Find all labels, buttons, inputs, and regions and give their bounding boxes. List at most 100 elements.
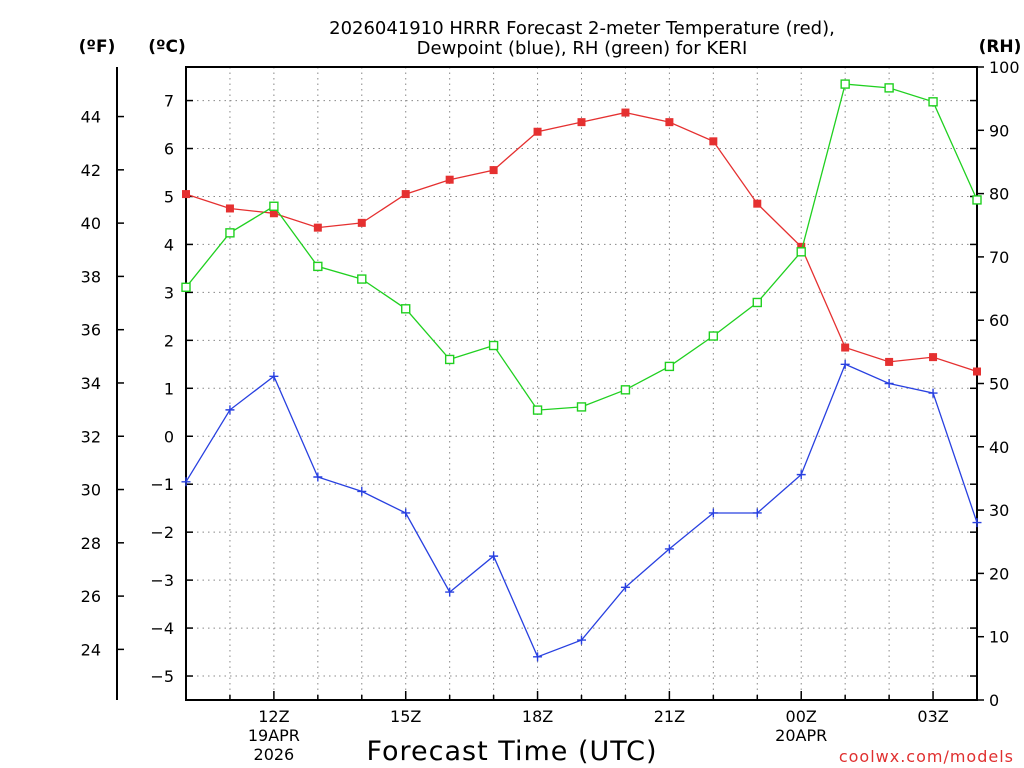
celsius-tick-label: −3 xyxy=(150,571,174,590)
celsius-tick-label: −4 xyxy=(150,619,174,638)
rh-point xyxy=(401,304,411,314)
rh-tick-label: 20 xyxy=(989,564,1009,583)
fahrenheit-tick-label: 28 xyxy=(81,534,101,553)
x-tick-label: 18Z xyxy=(522,707,553,726)
dewpoint-point xyxy=(840,359,850,369)
dewpoint-point xyxy=(357,486,367,496)
dewpoint-point xyxy=(884,379,894,388)
grid-layer xyxy=(186,67,977,700)
dewpoint-point xyxy=(445,587,455,597)
axis-layer: −5−4−3−2−1012345672426283032343638404244… xyxy=(81,58,1020,764)
chart-title-line2: Dewpoint (blue), RH (green) for KERI xyxy=(417,38,748,59)
dewpoint-point xyxy=(664,544,674,554)
temperature-point xyxy=(225,204,234,213)
rh-point xyxy=(664,361,675,372)
celsius-tick-label: 3 xyxy=(164,283,174,302)
temperature-point xyxy=(269,209,278,218)
temperature-point xyxy=(929,353,938,362)
rh-tick-label: 0 xyxy=(989,691,999,710)
x-tick-year: 2026 xyxy=(254,745,295,764)
temperature-point xyxy=(621,108,630,117)
rh-tick-label: 80 xyxy=(989,185,1009,204)
fahrenheit-tick-label: 32 xyxy=(81,427,101,446)
dewpoint-point xyxy=(225,405,235,415)
celsius-tick-label: 4 xyxy=(164,235,174,254)
x-tick-label: 00Z xyxy=(786,707,817,726)
x-tick-label: 12Z xyxy=(258,707,289,726)
temperature-point xyxy=(753,199,762,208)
fahrenheit-tick-label: 34 xyxy=(81,374,101,393)
rh-unit-label: (RH) xyxy=(979,37,1022,57)
dewpoint-point xyxy=(708,508,718,518)
fahrenheit-tick-label: 30 xyxy=(81,481,101,500)
celsius-tick-label: −2 xyxy=(150,523,174,542)
rh-tick-label: 50 xyxy=(989,375,1009,394)
celsius-tick-label: 2 xyxy=(164,331,174,350)
rh-point xyxy=(884,83,894,93)
dewpoint-point xyxy=(489,551,499,561)
dewpoint-point xyxy=(181,477,191,487)
chart-title-line1: 2026041910 HRRR Forecast 2-meter Tempera… xyxy=(329,18,835,39)
rh-tick-label: 30 xyxy=(989,501,1009,520)
x-tick-label: 15Z xyxy=(390,707,421,726)
rh-point xyxy=(269,201,279,211)
celsius-tick-label: 5 xyxy=(164,187,174,206)
temperature-point xyxy=(665,118,674,127)
watermark: coolwx.com/models xyxy=(839,747,1014,766)
dewpoint-point xyxy=(972,518,982,528)
celsius-unit-label: (ºC) xyxy=(148,37,186,57)
rh-point xyxy=(752,297,762,308)
temperature-point xyxy=(797,242,806,251)
rh-point xyxy=(840,79,850,89)
fahrenheit-tick-label: 40 xyxy=(81,214,101,233)
dewpoint-point xyxy=(796,470,806,480)
temperature-point xyxy=(182,190,190,199)
rh-point xyxy=(576,402,587,412)
temperature-point xyxy=(313,223,322,232)
x-tick-date: 19APR xyxy=(248,726,300,745)
temperature-point xyxy=(445,175,454,184)
dewpoint-point xyxy=(533,652,543,662)
rh-tick-label: 100 xyxy=(989,58,1020,77)
celsius-tick-label: −1 xyxy=(150,475,174,494)
temperature-point xyxy=(841,343,850,352)
series-layer xyxy=(181,79,982,662)
dewpoint-point xyxy=(577,635,586,645)
rh-point xyxy=(620,385,631,395)
dewpoint-point xyxy=(269,371,279,381)
rh-point xyxy=(357,274,367,284)
dewpoint-point xyxy=(620,582,630,592)
fahrenheit-tick-label: 38 xyxy=(81,267,101,286)
temperature-point xyxy=(533,127,542,136)
rh-tick-label: 90 xyxy=(989,121,1009,140)
celsius-tick-label: 7 xyxy=(164,92,174,111)
temperature-point xyxy=(973,367,981,376)
fahrenheit-unit-label: (ºF) xyxy=(79,37,116,57)
fahrenheit-tick-label: 42 xyxy=(81,161,101,180)
temperature-series-line xyxy=(185,111,978,373)
rh-point xyxy=(972,195,982,205)
rh-point xyxy=(928,97,938,107)
celsius-tick-label: −5 xyxy=(150,667,174,686)
rh-point xyxy=(532,405,543,415)
rh-tick-label: 40 xyxy=(989,438,1009,457)
temperature-point xyxy=(401,190,410,199)
rh-point xyxy=(225,228,235,238)
dewpoint-point xyxy=(752,508,762,518)
rh-tick-label: 10 xyxy=(989,628,1009,647)
celsius-tick-label: 6 xyxy=(164,140,174,159)
temperature-point xyxy=(577,118,586,127)
rh-tick-label: 70 xyxy=(989,248,1009,267)
dewpoint-point xyxy=(401,508,411,518)
dewpoint-point xyxy=(313,472,323,482)
rh-point xyxy=(796,247,806,257)
rh-tick-label: 60 xyxy=(989,311,1009,330)
temperature-point xyxy=(709,137,718,146)
rh-point xyxy=(313,261,323,272)
rh-point xyxy=(444,354,455,365)
temperature-point xyxy=(357,218,366,227)
x-axis-title: Forecast Time (UTC) xyxy=(366,736,657,767)
temperature-point xyxy=(885,357,894,366)
rh-point xyxy=(488,340,499,351)
